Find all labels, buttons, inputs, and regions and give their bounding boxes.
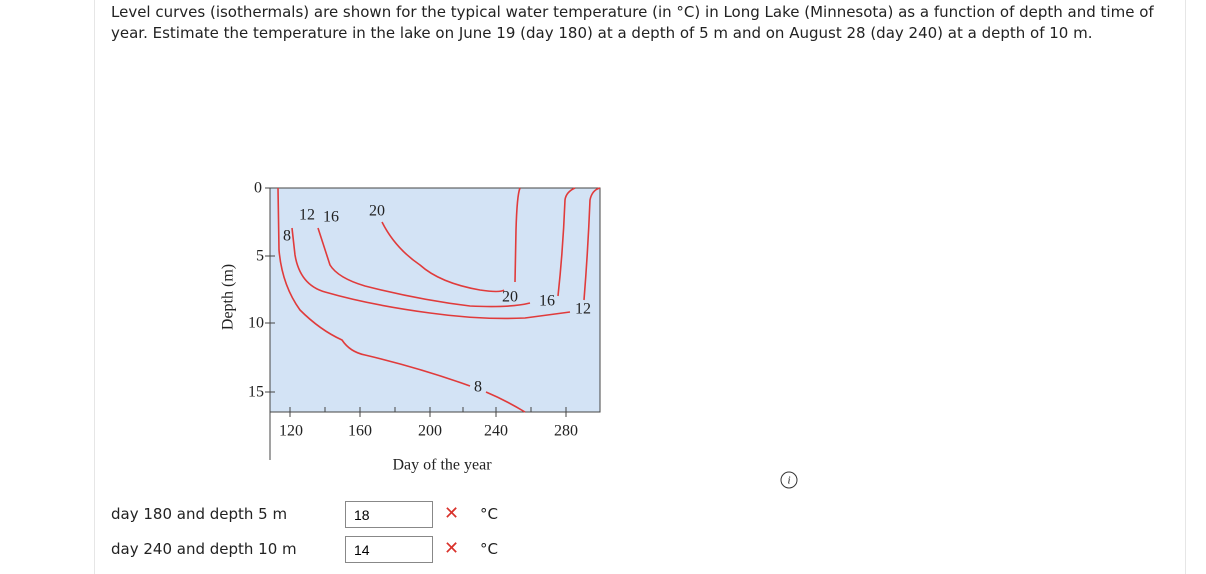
contour-label: 20 [369, 203, 385, 220]
y-tick-label: 10 [248, 315, 264, 332]
contours [277, 187, 601, 413]
answer-unit: °C [480, 505, 498, 523]
contour-label: 8 [283, 228, 291, 245]
contour-label: 16 [539, 293, 555, 310]
answer-unit: °C [480, 540, 498, 558]
x-tick-label: 120 [279, 423, 303, 440]
ticks [265, 187, 567, 417]
x-axis-label: Day of the year [392, 457, 492, 474]
y-tick-label: 5 [256, 248, 264, 265]
incorrect-icon: ✕ [444, 503, 460, 524]
answer-input[interactable]: 18 [345, 501, 433, 528]
contour-label: 20 [502, 289, 518, 306]
info-icon[interactable]: i [780, 471, 798, 489]
svg-text:i: i [787, 475, 790, 487]
contour-label: 12 [299, 207, 315, 224]
y-tick-label: 0 [254, 180, 262, 197]
contour-label: 12 [575, 301, 591, 318]
x-tick-label: 280 [554, 423, 578, 440]
answer-prompt: day 240 and depth 10 m [111, 540, 297, 558]
content-frame [94, 0, 1186, 574]
x-tick-label: 160 [348, 423, 372, 440]
y-tick-label: 15 [248, 384, 264, 401]
answer-prompt: day 180 and depth 5 m [111, 505, 288, 523]
contour-label: 16 [323, 209, 339, 226]
y-axis-label: Depth (m) [220, 264, 237, 330]
answer-input[interactable]: 14 [345, 536, 433, 563]
contour-label: 8 [474, 379, 482, 396]
incorrect-icon: ✕ [444, 538, 460, 559]
x-tick-label: 200 [418, 423, 442, 440]
x-tick-label: 240 [484, 423, 508, 440]
question: Level curves (isothermals) are shown for… [111, 3, 1154, 42]
